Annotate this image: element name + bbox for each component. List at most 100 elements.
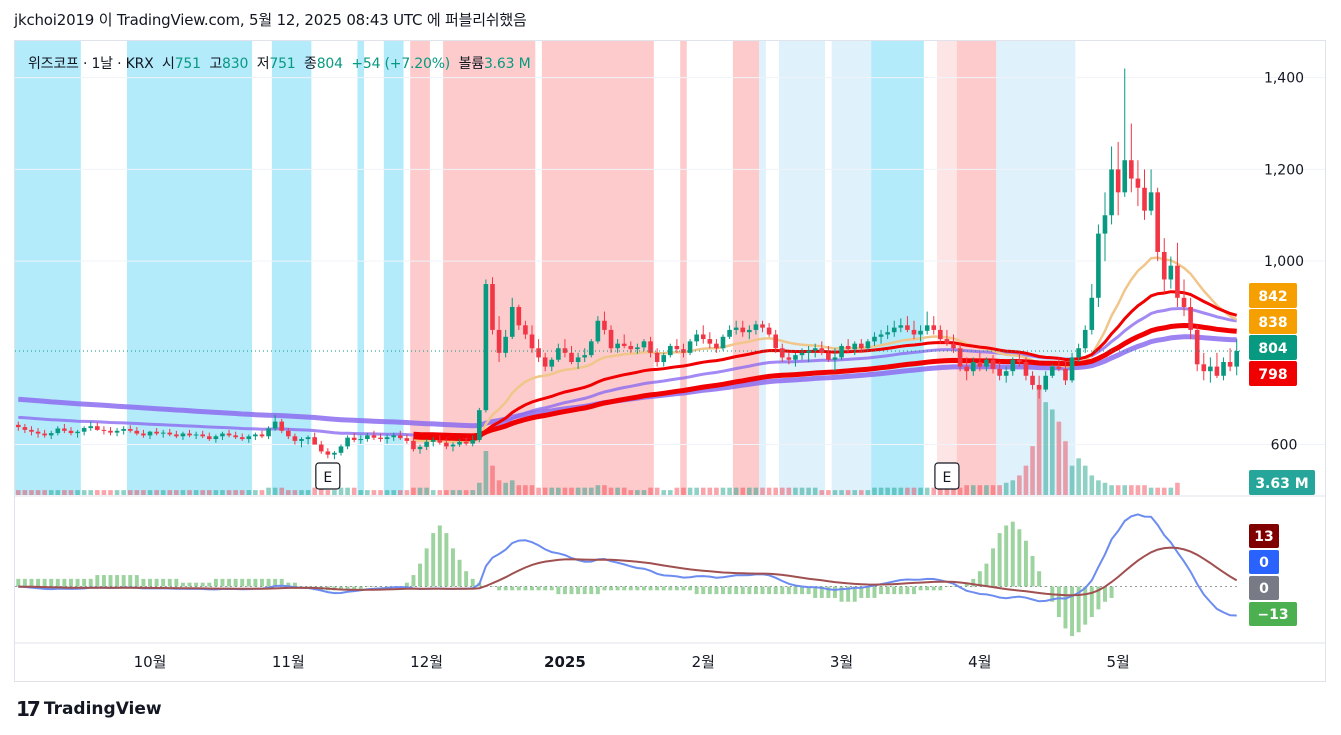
macd-histogram-bar xyxy=(898,586,903,595)
volume-bar xyxy=(95,490,100,495)
volume-bar xyxy=(516,485,522,495)
candle-body xyxy=(147,431,153,436)
macd-histogram-bar xyxy=(707,586,712,595)
price-axis-label: 1,200 xyxy=(1264,162,1304,178)
candle-body xyxy=(786,357,792,360)
volume-bar xyxy=(345,487,350,495)
volume-bar xyxy=(378,490,383,495)
macd-histogram-bar xyxy=(503,586,508,591)
volume-bar xyxy=(424,487,429,495)
candle-body xyxy=(338,446,344,453)
macd-histogram-bar xyxy=(371,586,376,587)
volume-bar xyxy=(918,487,923,495)
candle-body xyxy=(384,437,390,440)
macd-histogram-bar xyxy=(655,586,660,591)
macd-histogram-bar xyxy=(470,578,475,587)
candle-body xyxy=(661,355,667,363)
volume-bar xyxy=(1069,465,1075,495)
macd-histogram-bar xyxy=(16,578,21,587)
macd-histogram-bar xyxy=(714,586,719,595)
candle-body xyxy=(437,439,443,443)
time-axis-label: 3월 xyxy=(830,653,853,671)
band-b xyxy=(871,41,924,495)
macd-histogram-bar xyxy=(536,586,541,591)
price-tag xyxy=(1249,361,1297,386)
volume-bar xyxy=(681,487,686,495)
volume-bar xyxy=(990,485,996,495)
time-axis-label: 11월 xyxy=(272,653,305,671)
volume-bar xyxy=(503,482,508,495)
macd-histogram-bar xyxy=(1096,586,1101,610)
candle-body xyxy=(75,431,80,434)
candle-body xyxy=(654,352,660,363)
candle-body xyxy=(226,433,232,436)
macd-histogram-bar xyxy=(411,575,416,587)
volume-bar xyxy=(654,487,660,495)
macd-histogram-bar xyxy=(1004,525,1009,587)
volume-bar xyxy=(602,485,607,495)
moving-averages xyxy=(18,256,1238,444)
candle-body xyxy=(417,446,423,450)
candle-body xyxy=(318,444,324,452)
volume-bar xyxy=(957,487,963,495)
volume-bar xyxy=(944,487,950,495)
macd-histogram-bar xyxy=(879,586,884,595)
macd-histogram-bar xyxy=(174,578,179,587)
candle-body xyxy=(174,434,179,437)
macd-histogram-bar xyxy=(543,586,548,591)
macd-histogram-bar xyxy=(62,578,67,587)
candle-body xyxy=(1109,169,1114,216)
candle-body xyxy=(668,345,673,356)
tradingview-footer[interactable]: 17 TradingView xyxy=(16,697,162,721)
symbol-info[interactable]: 위즈코프 · 1날 · KRX xyxy=(28,56,154,72)
candle-body xyxy=(747,329,752,333)
candle-body xyxy=(444,442,449,447)
macd-histogram-bar xyxy=(220,578,225,587)
volume-bar xyxy=(62,490,67,495)
macd-histogram-bar xyxy=(22,578,27,587)
candle-body xyxy=(648,341,653,353)
macd-pane: 13 0 0 −13 xyxy=(15,513,1297,637)
macd-histogram-bar xyxy=(1030,555,1035,587)
macd-histogram-bar xyxy=(905,586,910,595)
volume-bar xyxy=(1168,487,1174,495)
macd-histogram-bar xyxy=(82,578,87,587)
candle-body xyxy=(55,428,61,434)
volume-bar xyxy=(1155,487,1160,495)
volume-bar xyxy=(174,490,179,495)
macd-tag-label: 0 xyxy=(1259,555,1269,571)
macd-histogram-bar xyxy=(971,578,976,587)
candle-body xyxy=(931,325,937,330)
macd-histogram-bar xyxy=(701,586,706,595)
volume-bar xyxy=(582,487,587,495)
macd-histogram-bar xyxy=(595,586,600,595)
macd-histogram-bar xyxy=(589,586,594,595)
candle-body xyxy=(187,433,192,436)
volume-bar xyxy=(911,487,917,495)
candle-body xyxy=(292,436,298,441)
volume-bar xyxy=(384,490,390,495)
candle-body xyxy=(1168,265,1174,280)
band-r xyxy=(956,41,997,495)
candle-body xyxy=(523,325,528,335)
candle-body xyxy=(852,343,858,350)
macd-histogram-bar xyxy=(826,586,831,598)
volume-bar xyxy=(628,490,634,495)
candle-body xyxy=(865,341,871,349)
volume-bar xyxy=(490,465,495,495)
candle-body xyxy=(266,428,271,437)
volume-bar xyxy=(905,487,910,495)
candle-body xyxy=(562,348,568,353)
volume-bar xyxy=(220,490,225,495)
candle-body xyxy=(1115,169,1121,193)
chart-legend: 위즈코프 · 1날 · KRX 시751 고830 저751 종804 +54 … xyxy=(28,53,531,73)
macd-histogram-bar xyxy=(1056,586,1061,618)
macd-histogram-bar xyxy=(1037,571,1042,587)
price-tag-label: 798 xyxy=(1258,367,1287,383)
candle-body xyxy=(997,368,1002,376)
volume-bar xyxy=(404,490,410,495)
open-value: 751 xyxy=(174,56,201,72)
volume-bar xyxy=(740,487,746,495)
volume-bar xyxy=(529,485,535,495)
